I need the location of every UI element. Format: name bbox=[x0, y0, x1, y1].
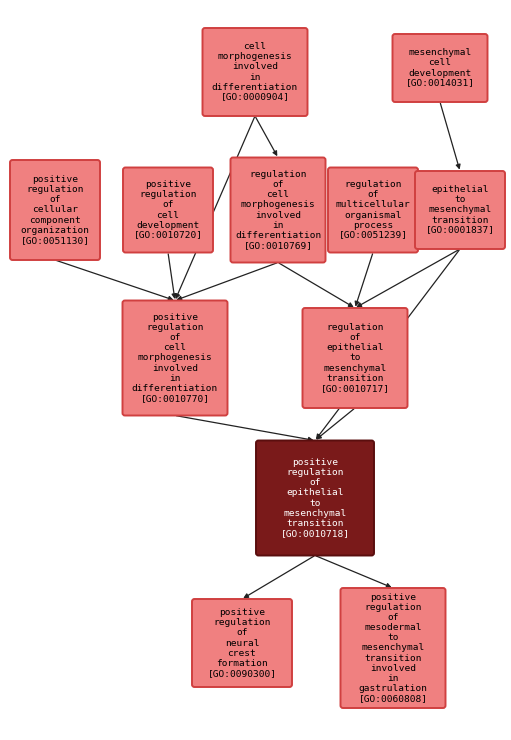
FancyBboxPatch shape bbox=[415, 171, 505, 249]
FancyBboxPatch shape bbox=[202, 28, 308, 116]
FancyBboxPatch shape bbox=[392, 34, 487, 102]
FancyBboxPatch shape bbox=[256, 440, 374, 556]
Text: positive
regulation
of
cellular
component
organization
[GO:0051130]: positive regulation of cellular componen… bbox=[20, 175, 89, 245]
FancyBboxPatch shape bbox=[340, 588, 446, 708]
FancyBboxPatch shape bbox=[10, 160, 100, 260]
Text: epithelial
to
mesenchymal
transition
[GO:0001837]: epithelial to mesenchymal transition [GO… bbox=[426, 186, 495, 235]
FancyBboxPatch shape bbox=[328, 167, 418, 252]
Text: positive
regulation
of
mesodermal
to
mesenchymal
transition
involved
in
gastrula: positive regulation of mesodermal to mes… bbox=[359, 593, 428, 703]
FancyBboxPatch shape bbox=[123, 167, 213, 252]
Text: positive
regulation
of
cell
morphogenesis
involved
in
differentiation
[GO:001077: positive regulation of cell morphogenesi… bbox=[132, 313, 218, 403]
FancyBboxPatch shape bbox=[123, 300, 227, 415]
Text: positive
regulation
of
neural
crest
formation
[GO:0090300]: positive regulation of neural crest form… bbox=[207, 608, 276, 678]
FancyBboxPatch shape bbox=[303, 308, 407, 408]
FancyBboxPatch shape bbox=[192, 599, 292, 687]
Text: positive
regulation
of
cell
development
[GO:0010720]: positive regulation of cell development … bbox=[133, 181, 202, 240]
Text: regulation
of
epithelial
to
mesenchymal
transition
[GO:0010717]: regulation of epithelial to mesenchymal … bbox=[320, 323, 389, 393]
Text: cell
morphogenesis
involved
in
differentiation
[GO:0000904]: cell morphogenesis involved in different… bbox=[212, 42, 298, 101]
FancyBboxPatch shape bbox=[230, 158, 326, 263]
Text: regulation
of
cell
morphogenesis
involved
in
differentiation
[GO:0010769]: regulation of cell morphogenesis involve… bbox=[235, 170, 321, 249]
Text: positive
regulation
of
epithelial
to
mesenchymal
transition
[GO:0010718]: positive regulation of epithelial to mes… bbox=[281, 458, 350, 538]
Text: mesenchymal
cell
development
[GO:0014031]: mesenchymal cell development [GO:0014031… bbox=[406, 48, 475, 87]
Text: regulation
of
multicellular
organismal
process
[GO:0051239]: regulation of multicellular organismal p… bbox=[336, 181, 410, 240]
